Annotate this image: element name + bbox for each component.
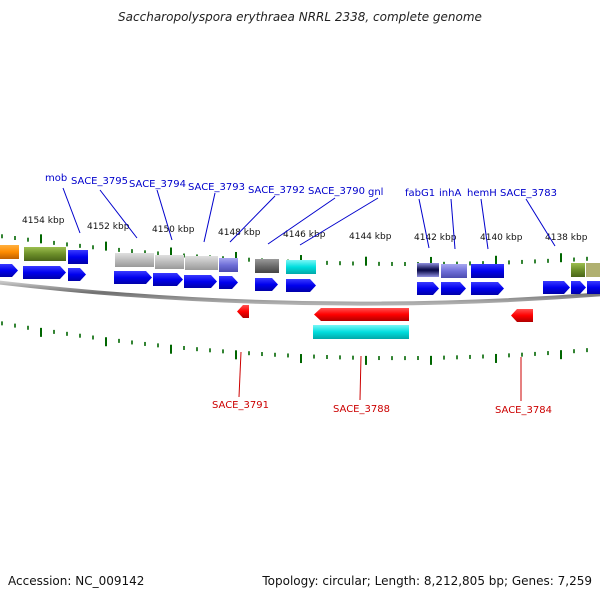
forward-gene-arrow[interactable] [184,275,217,288]
inner-ticks [1,321,588,365]
leader-line [156,189,173,241]
forward-gene-arrow[interactable] [471,282,504,295]
gene-category-bar[interactable] [571,263,585,277]
gene-label-sace-3795[interactable]: SACE_3795 [71,176,128,187]
forward-gene-arrow[interactable] [286,279,316,292]
gene-label-hemh[interactable]: hemH [467,188,497,199]
scale-label: 4150 kbp [152,225,195,235]
scale-labels: 4154 kbp 4152 kbp 4150 kbp 4148 kbp 4146… [22,216,588,243]
leader-line [418,198,430,249]
gene-label-sace-3791[interactable]: SACE_3791 [212,400,269,411]
gene-category-bar[interactable] [255,259,279,273]
gene-label-gnl[interactable]: gnl [368,187,383,198]
forward-gene-arrow[interactable] [255,278,278,291]
leader-line [299,197,379,246]
top-gene-labels: mob SACE_3795 SACE_3794 SACE_3793 SACE_3… [45,173,557,199]
forward-gene-arrow[interactable] [571,281,586,294]
forward-gene-arrow[interactable] [153,273,183,286]
gene-category-bar[interactable] [586,263,600,277]
scale-label: 4144 kbp [349,232,392,242]
reverse-gene-arrow[interactable] [237,305,249,318]
gene-category-bar[interactable] [185,256,218,270]
gene-label-sace-3790[interactable]: SACE_3790 [308,186,365,197]
category-row [0,245,600,278]
leader-line [525,198,556,247]
leader-line [450,198,456,250]
forward-gene-arrow[interactable] [23,266,66,279]
forward-gene-arrow[interactable] [114,271,152,284]
gene-category-bar[interactable] [313,325,409,339]
gene-category-bar[interactable] [219,258,238,272]
reverse-gene-arrow[interactable] [511,309,533,322]
gene-label-sace-3794[interactable]: SACE_3794 [129,179,186,190]
gene-label-sace-3793[interactable]: SACE_3793 [188,182,245,193]
gene-category-bar[interactable] [68,250,88,264]
forward-strand-genes [0,264,600,295]
leader-line [359,355,362,401]
leader-line [203,192,216,243]
forward-gene-arrow[interactable] [543,281,570,294]
leader-line [238,351,242,398]
gene-label-sace-3788[interactable]: SACE_3788 [333,404,390,415]
gene-label-sace-3783[interactable]: SACE_3783 [500,188,557,199]
leader-line [99,189,138,239]
gene-label-fabg1[interactable]: fabG1 [405,188,435,199]
gene-category-bar[interactable] [115,253,154,267]
scale-label: 4152 kbp [87,222,130,232]
forward-gene-arrow[interactable] [68,268,86,281]
forward-gene-arrow[interactable] [417,282,439,295]
genome-stats-label: Topology: circular; Length: 8,212,805 bp… [262,574,592,588]
top-leader-lines [62,187,556,250]
reverse-strand-genes [237,305,533,339]
gene-label-mob[interactable]: mob [45,173,67,184]
scale-label: 4142 kbp [414,233,457,243]
bottom-gene-labels: SACE_3791 SACE_3788 SACE_3784 [212,400,552,416]
genome-backbone [0,280,600,306]
gene-label-sace-3792[interactable]: SACE_3792 [248,185,305,196]
forward-gene-arrow[interactable] [587,281,600,294]
gene-category-bar[interactable] [0,245,19,259]
scale-label: 4138 kbp [545,233,588,243]
bottom-leader-lines [238,351,522,401]
forward-gene-arrow[interactable] [441,282,466,295]
gene-category-bar[interactable] [286,260,316,274]
gene-label-inha[interactable]: inhA [439,188,461,199]
reverse-gene-arrow[interactable] [314,308,409,321]
genome-title: Saccharopolyspora erythraea NRRL 2338, c… [118,10,482,24]
leader-line [267,197,336,245]
scale-label: 4140 kbp [480,233,523,243]
forward-gene-arrow[interactable] [219,276,238,289]
scale-label: 4146 kbp [283,230,326,240]
gene-category-bar[interactable] [155,255,184,269]
forward-gene-arrow[interactable] [0,264,18,277]
leader-line [229,195,276,243]
accession-label: Accession: NC_009142 [8,574,145,588]
gene-category-bar[interactable] [24,247,66,261]
gene-category-bar[interactable] [471,264,504,278]
scale-label: 4154 kbp [22,216,65,226]
gene-category-bar[interactable] [417,263,439,277]
gene-category-bar[interactable] [441,264,467,278]
leader-line [480,198,489,250]
leader-line [62,187,81,234]
gene-label-sace-3784[interactable]: SACE_3784 [495,405,552,416]
